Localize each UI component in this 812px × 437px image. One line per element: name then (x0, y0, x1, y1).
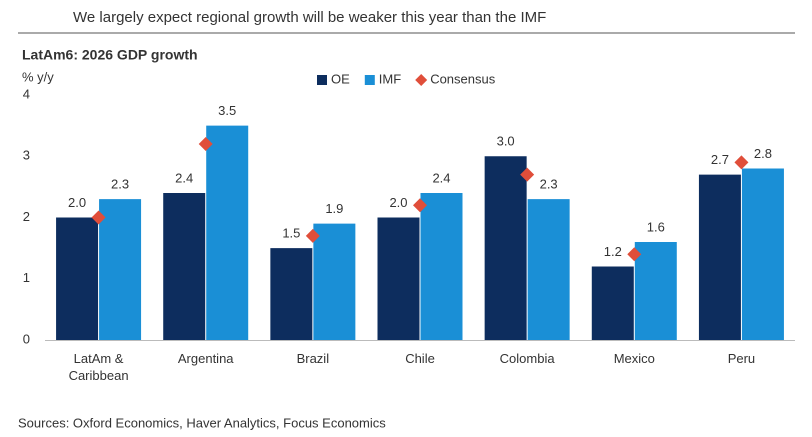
bar (163, 193, 206, 340)
bar (56, 217, 99, 340)
x-tick-label: Argentina (177, 351, 234, 366)
value-label: 2.3 (540, 177, 558, 192)
source: Sources: Oxford Economics, Haver Analyti… (18, 415, 386, 430)
bar (377, 217, 420, 340)
x-tick-label: Mexico (613, 351, 655, 366)
value-label: 3.0 (497, 134, 515, 149)
x-tick-label: Brazil (296, 351, 330, 366)
y-tick-label: 0 (23, 331, 30, 346)
legend-label: OE (331, 71, 350, 86)
consensus-marker (734, 155, 749, 170)
legend-swatch (317, 75, 327, 85)
bar (591, 266, 634, 340)
x-tick-label: LatAm & Caribbean (68, 351, 129, 383)
bar (206, 125, 249, 340)
consensus-marker (91, 210, 106, 225)
y-tick-label: 3 (23, 148, 30, 163)
value-label: 1.9 (325, 201, 343, 216)
value-label: 3.5 (218, 103, 236, 118)
x-tick-label: Colombia (499, 351, 555, 366)
bar (420, 193, 463, 340)
consensus-marker (198, 137, 213, 151)
bar (698, 174, 741, 340)
header-title: We largely expect regional growth will b… (73, 9, 546, 26)
value-label: 2.7 (711, 152, 729, 167)
x-tick-label: Peru (727, 351, 756, 366)
y-tick-label: 4 (23, 86, 30, 101)
bar (313, 223, 356, 340)
y-axis-label: % y/y (22, 69, 54, 84)
bar (634, 242, 677, 340)
chart-title: LatAm6: 2026 GDP growth (22, 47, 198, 63)
bar (484, 156, 527, 340)
value-label: 1.2 (604, 244, 622, 259)
legend-swatch (364, 75, 375, 85)
legend-swatch (415, 74, 428, 86)
value-label: 2.8 (754, 146, 772, 161)
value-label: 2.4 (432, 170, 450, 185)
value-label: 2.0 (389, 195, 407, 210)
bar (741, 168, 784, 340)
value-label: 1.6 (647, 219, 665, 234)
value-label: 1.5 (282, 226, 300, 241)
bar (527, 199, 570, 340)
value-label: 2.3 (111, 177, 129, 192)
consensus-marker (627, 247, 642, 262)
x-tick-label: Chile (405, 351, 435, 366)
value-label: 2.4 (175, 170, 193, 185)
bar (270, 248, 313, 340)
bar (99, 199, 142, 340)
y-tick-label: 1 (23, 270, 30, 285)
value-label: 2.0 (68, 195, 86, 210)
legend-label: IMF (379, 71, 401, 86)
y-tick-label: 2 (23, 209, 30, 224)
consensus-marker (413, 198, 427, 213)
consensus-marker (520, 167, 535, 182)
consensus-marker (305, 228, 320, 243)
legend-label: Consensus (430, 71, 496, 86)
